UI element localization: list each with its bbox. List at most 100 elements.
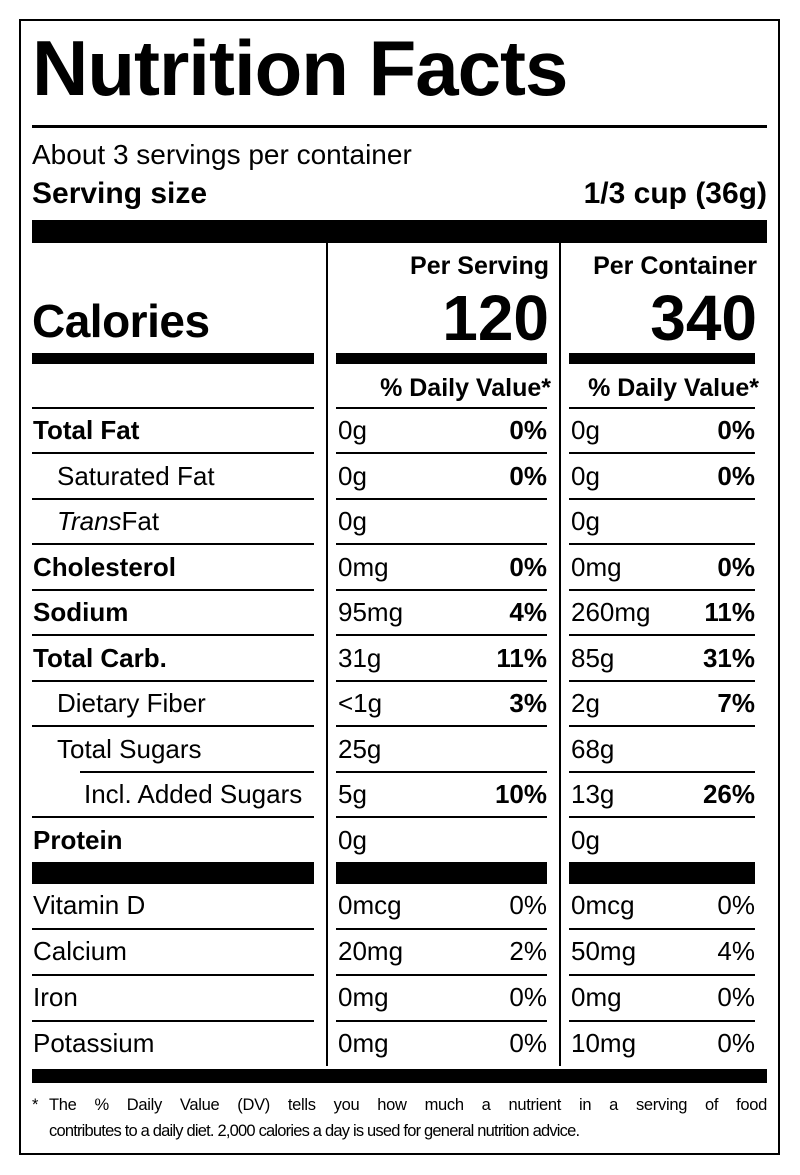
section-bar-bottom: [32, 1068, 767, 1083]
serving-row-protein: 0g: [328, 818, 559, 862]
separator: [336, 634, 547, 637]
container-row-potassium: 10mg 0%: [561, 1022, 767, 1066]
nutrient-name-trans-fat: Trans Fat: [32, 500, 326, 544]
nutrient-name-total-fat: Total Fat: [33, 415, 140, 446]
container-amount: 0g: [571, 415, 600, 446]
container-amount: 2g: [571, 688, 600, 719]
servings-per-container: About 3 servings per container: [32, 139, 412, 171]
section-bar-mid: [569, 861, 755, 884]
calories-underline: [569, 352, 755, 364]
separator: [336, 497, 547, 500]
container-row-sodium: 260mg 11%: [561, 591, 767, 635]
nutrient-name-protein: Protein: [33, 824, 123, 855]
serving-amount: 25g: [338, 733, 382, 764]
serving-amount: 0mcg: [338, 890, 402, 921]
separator: [336, 725, 547, 728]
daily-value-header-container: % Daily Value*: [588, 373, 759, 402]
separator: [569, 543, 755, 546]
container-amount: 85g: [571, 642, 615, 673]
calories-per-serving-value: 120: [442, 281, 549, 354]
separator: [336, 973, 547, 976]
separator: [32, 1019, 314, 1022]
calories-underline: [32, 352, 314, 364]
separator: [336, 679, 547, 682]
serving-amount: 0g: [338, 415, 367, 446]
nutrient-name-saturated-fat: Saturated Fat: [57, 460, 215, 491]
serving-row-cholesterol: 0mg 0%: [328, 545, 559, 589]
label-title: Nutrition Facts: [32, 24, 568, 112]
separator: [32, 634, 314, 637]
container-amount: 0g: [571, 824, 600, 855]
container-dv: 31%: [702, 642, 755, 673]
column-per-serving: Per Serving 120 % Daily Value* 0g 0% 0g …: [326, 242, 559, 1066]
separator: [32, 406, 314, 409]
footnote-asterisk: *: [32, 1095, 39, 1114]
container-dv: 4%: [717, 936, 755, 967]
separator: [336, 927, 547, 930]
container-dv: 0%: [717, 982, 755, 1013]
calories-header-container: Per Container 340 % Daily Value*: [561, 243, 767, 409]
calories-label: Calories: [32, 294, 210, 347]
container-dv: 0%: [717, 415, 755, 446]
calories-header-spacer: [32, 246, 326, 284]
vitamin-name-vitamin-d: Vitamin D: [33, 890, 146, 921]
section-bar-mid: [336, 861, 547, 884]
container-row-cholesterol: 0mg 0%: [561, 545, 767, 589]
serving-dv: 0%: [509, 982, 547, 1013]
nutrient-name-cholesterol: Cholesterol: [33, 551, 177, 582]
separator: [32, 679, 314, 682]
nutrition-facts-label: Nutrition Facts About 3 servings per con…: [19, 19, 780, 1155]
container-row-total-sugars: 68g: [561, 727, 767, 771]
calories-header-left: Calories: [32, 243, 326, 409]
serving-amount: 5g: [338, 779, 367, 810]
container-row-vitamin-d: 0mcg 0%: [561, 884, 767, 928]
serving-amount: 95mg: [338, 597, 404, 628]
serving-dv: 10%: [494, 779, 547, 810]
separator: [32, 927, 314, 930]
serving-amount: 0mg: [338, 982, 389, 1013]
separator: [569, 1019, 755, 1022]
container-row-total-fat: 0g 0%: [561, 409, 767, 453]
container-row-trans-fat: 0g: [561, 500, 767, 544]
serving-size-row: Serving size 1/3 cup (36g): [32, 177, 767, 210]
serving-row-iron: 0mg 0%: [328, 976, 559, 1020]
serving-dv: 0%: [509, 460, 547, 491]
serving-row-saturated-fat: 0g 0%: [328, 454, 559, 498]
separator: [569, 679, 755, 682]
footnote: * The % Daily Value (DV) tells you how m…: [32, 1092, 767, 1145]
container-row-saturated-fat: 0g 0%: [561, 454, 767, 498]
container-dv: 26%: [702, 779, 755, 810]
serving-row-potassium: 0mg 0%: [328, 1022, 559, 1066]
separator: [32, 725, 314, 728]
separator: [32, 588, 314, 591]
container-amount: 68g: [571, 733, 615, 764]
title-rule: [32, 125, 767, 129]
nutrient-name-sodium: Sodium: [33, 597, 129, 628]
serving-amount: <1g: [338, 688, 383, 719]
serving-amount: 0g: [338, 824, 367, 855]
separator: [336, 770, 547, 773]
separator: [336, 406, 547, 409]
container-dv: 0%: [717, 1028, 755, 1059]
nutrient-name-total-sugars: Total Sugars: [57, 733, 202, 764]
serving-amount: 20mg: [338, 936, 404, 967]
serving-dv: 0%: [509, 415, 547, 446]
separator: [336, 1019, 547, 1022]
container-amount: 0g: [571, 506, 600, 537]
daily-value-header-serving: % Daily Value*: [380, 373, 551, 402]
serving-row-vitamin-d: 0mcg 0%: [328, 884, 559, 928]
separator: [32, 452, 314, 455]
container-amount: 0mg: [571, 982, 622, 1013]
serving-dv: 0%: [509, 551, 547, 582]
container-row-dietary-fiber: 2g 7%: [561, 682, 767, 726]
separator: [569, 634, 755, 637]
container-row-total-carb: 85g 31%: [561, 636, 767, 680]
serving-row-trans-fat: 0g: [328, 500, 559, 544]
vitamin-name-potassium: Potassium: [33, 1028, 155, 1059]
serving-row-total-sugars: 25g: [328, 727, 559, 771]
container-row-protein: 0g: [561, 818, 767, 862]
trans-italic: Trans: [57, 506, 122, 537]
serving-dv: 0%: [509, 1028, 547, 1059]
serving-dv: 4%: [509, 597, 547, 628]
separator: [32, 973, 314, 976]
